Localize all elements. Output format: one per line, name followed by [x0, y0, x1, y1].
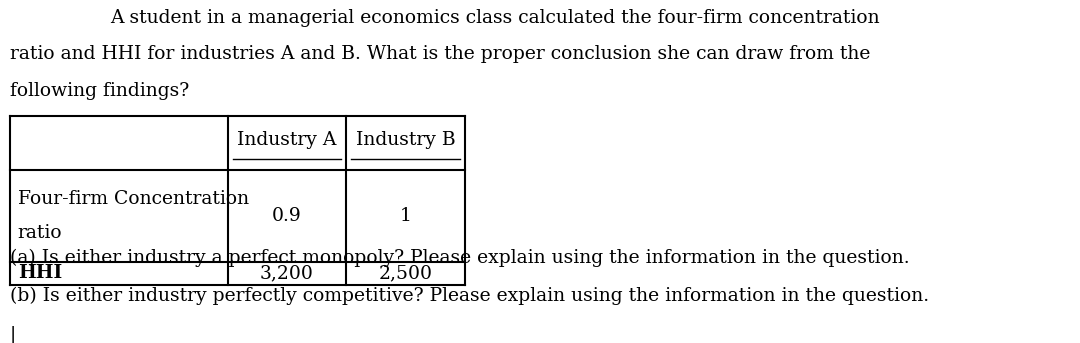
Text: Industry A: Industry A [238, 131, 337, 149]
Text: 0.9: 0.9 [272, 207, 301, 225]
Text: Four-firm Concentration: Four-firm Concentration [17, 190, 248, 208]
Text: |: | [10, 327, 16, 343]
Text: following findings?: following findings? [10, 82, 189, 100]
Text: (b) Is either industry perfectly competitive? Please explain using the informati: (b) Is either industry perfectly competi… [10, 286, 929, 305]
Text: HHI: HHI [17, 264, 62, 282]
Text: (a) Is either industry a perfect monopoly? Please explain using the information : (a) Is either industry a perfect monopol… [10, 249, 909, 268]
Text: ratio: ratio [17, 224, 63, 242]
Text: 2,500: 2,500 [379, 264, 433, 282]
Text: 1: 1 [400, 207, 411, 225]
Text: A student in a managerial economics class calculated the four-firm concentration: A student in a managerial economics clas… [110, 9, 879, 27]
Text: ratio and HHI for industries A and B. What is the proper conclusion she can draw: ratio and HHI for industries A and B. Wh… [10, 45, 870, 63]
Text: 3,200: 3,200 [260, 264, 314, 282]
Text: Industry B: Industry B [356, 131, 456, 149]
